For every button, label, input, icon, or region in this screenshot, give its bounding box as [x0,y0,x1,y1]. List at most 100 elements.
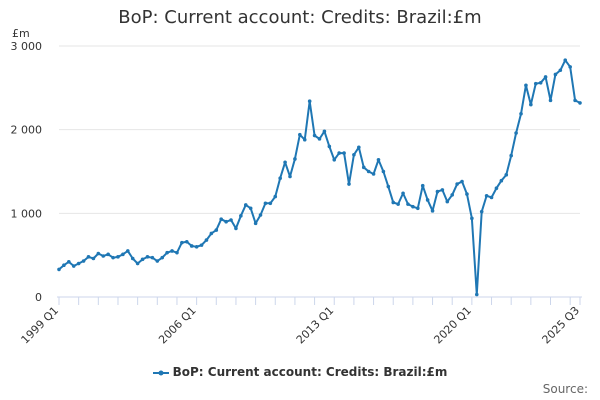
data-point[interactable]: 2007 Q1: 800 [214,228,219,232]
data-point[interactable]: 2012 Q2: 1890 [317,137,322,141]
data-point[interactable]: 2009 Q1: 880 [253,221,258,226]
data-point[interactable]: 2002 Q3: 550 [126,249,130,253]
data-point[interactable]: 1999 Q4: 370 [71,264,76,268]
data-point[interactable]: 2015 Q1: 1470 [371,172,376,176]
data-point[interactable]: 2012 Q3: 1980 [322,129,327,134]
data-point[interactable]: 2016 Q4: 1110 [406,202,410,206]
data-point[interactable]: 2004 Q3: 530 [165,250,169,255]
data-point[interactable]: 2011 Q2: 1940 [298,132,302,137]
data-point[interactable]: 2004 Q2: 470 [160,255,165,260]
data-point[interactable]: 2024 Q4: 2830 [563,58,568,63]
data-point[interactable]: 2022 Q1: 1690 [509,153,513,158]
data-point[interactable]: 2021 Q1: 1190 [489,195,494,200]
data-point[interactable]: 2017 Q2: 1060 [416,206,420,211]
data-point[interactable]: 2007 Q4: 920 [229,218,233,222]
data-point[interactable]: 2009 Q4: 1120 [268,201,273,206]
data-point[interactable]: 2011 Q3: 1880 [302,137,307,142]
data-point[interactable]: 2010 Q3: 1610 [283,160,287,165]
data-point[interactable]: 2003 Q2: 450 [140,257,145,262]
data-point[interactable]: 2009 Q2: 980 [258,213,263,217]
data-point[interactable]: 2011 Q1: 1650 [293,157,297,161]
data-point[interactable]: 2006 Q1: 600 [194,245,199,249]
data-point[interactable]: 2013 Q4: 1350 [347,182,351,186]
data-point[interactable]: 2014 Q4: 1500 [366,169,371,174]
data-point[interactable]: 2016 Q1: 1130 [391,200,396,205]
data-point[interactable]: 2003 Q4: 470 [150,255,155,260]
data-point[interactable]: 2019 Q4: 1230 [465,192,469,196]
data-point[interactable]: 2004 Q4: 550 [170,249,174,253]
data-point[interactable]: 2013 Q2: 1720 [337,151,341,155]
data-point[interactable]: 2006 Q3: 680 [204,238,209,242]
data-point[interactable]: 2018 Q2: 1260 [435,189,440,194]
data-point[interactable]: 2018 Q4: 1140 [445,199,450,204]
data-point[interactable]: 2011 Q4: 2340 [307,99,312,104]
data-point[interactable]: 2018 Q3: 1280 [440,188,445,192]
data-point[interactable]: 2015 Q2: 1640 [376,157,381,162]
legend-item[interactable]: BoP: Current account: Credits: Brazil:£m [0,365,600,379]
data-point[interactable]: 2020 Q2: 30 [474,292,479,297]
data-point[interactable]: 2002 Q4: 460 [130,256,135,261]
data-point[interactable]: 2019 Q3: 1380 [460,179,464,184]
data-point[interactable]: 2021 Q2: 1300 [494,186,499,191]
data-point[interactable]: 2014 Q2: 1790 [357,145,361,150]
data-point[interactable]: 2021 Q4: 1460 [504,173,509,177]
data-point[interactable]: 2019 Q1: 1220 [450,193,455,197]
data-point[interactable]: 2001 Q2: 490 [101,254,106,258]
data-point[interactable]: 2005 Q1: 530 [175,250,179,255]
data-point[interactable]: 2022 Q3: 2190 [519,111,523,116]
data-point[interactable]: 2017 Q3: 1330 [420,183,425,188]
data-point[interactable]: 2006 Q2: 620 [199,243,204,247]
data-point[interactable]: 2002 Q2: 510 [121,252,125,257]
data-point[interactable]: 2024 Q3: 2710 [558,68,563,73]
data-point[interactable]: 2005 Q2: 650 [180,240,184,245]
data-point[interactable]: 2015 Q4: 1320 [386,184,391,189]
data-point[interactable]: 2008 Q1: 820 [234,226,238,231]
data-point[interactable]: 2022 Q2: 1960 [514,131,518,135]
data-point[interactable]: 2003 Q3: 480 [145,255,150,259]
data-point[interactable]: 2001 Q3: 510 [106,252,110,257]
data-point[interactable]: 2005 Q4: 610 [189,244,194,248]
data-point[interactable]: 1999 Q1: 330 [57,267,61,272]
data-point[interactable]: 2023 Q2: 2550 [533,81,538,86]
data-point[interactable]: 2017 Q4: 1160 [425,198,430,202]
data-point[interactable]: 2020 Q1: 940 [470,216,474,221]
data-point[interactable]: 2007 Q2: 930 [219,217,223,221]
data-point[interactable]: 2010 Q4: 1440 [288,174,292,179]
data-point[interactable]: 2004 Q1: 430 [155,259,160,263]
data-point[interactable]: 2010 Q2: 1420 [278,176,282,180]
data-point[interactable]: 2013 Q1: 1640 [332,157,337,162]
data-point[interactable]: 2008 Q3: 1100 [243,203,248,207]
data-point[interactable]: 2012 Q1: 1930 [312,133,317,138]
data-point[interactable]: 2016 Q3: 1240 [401,191,405,196]
data-point[interactable]: 2014 Q1: 1700 [352,152,356,157]
data-point[interactable]: 2012 Q4: 1800 [327,144,332,149]
data-point[interactable]: 2008 Q4: 1060 [248,206,253,211]
data-point[interactable]: 2021 Q3: 1390 [499,178,504,183]
data-point[interactable]: 2022 Q4: 2530 [524,83,528,88]
series-brazil-credits[interactable]: 1999 Q1: 3301999 Q2: 3801999 Q3: 4201999… [57,58,582,297]
data-point[interactable]: 1999 Q2: 380 [62,263,66,268]
data-point[interactable]: 2002 Q1: 480 [116,255,120,259]
data-point[interactable]: 2006 Q4: 760 [209,231,214,236]
data-point[interactable]: 2017 Q1: 1080 [411,204,415,209]
data-point[interactable]: 2005 Q3: 660 [184,239,189,244]
data-point[interactable]: 1999 Q3: 420 [67,260,71,264]
data-point[interactable]: 2001 Q4: 470 [111,255,115,260]
data-point[interactable]: 2020 Q4: 1210 [484,193,489,198]
data-point[interactable]: 2023 Q3: 2560 [538,81,543,85]
data-point[interactable]: 2009 Q3: 1120 [263,201,268,206]
data-point[interactable]: 2023 Q4: 2630 [543,75,548,79]
data-point[interactable]: 2007 Q3: 900 [224,219,228,224]
data-point[interactable]: 2025 Q3: 2320 [578,101,582,105]
data-point[interactable]: 2019 Q2: 1350 [455,182,459,186]
data-point[interactable]: 2018 Q1: 1030 [430,209,435,213]
data-point[interactable]: 2024 Q1: 2350 [548,98,553,103]
data-point[interactable]: 2001 Q1: 520 [96,251,101,256]
data-point[interactable]: 2013 Q3: 1720 [342,151,346,155]
data-point[interactable]: 2003 Q1: 400 [135,261,140,266]
